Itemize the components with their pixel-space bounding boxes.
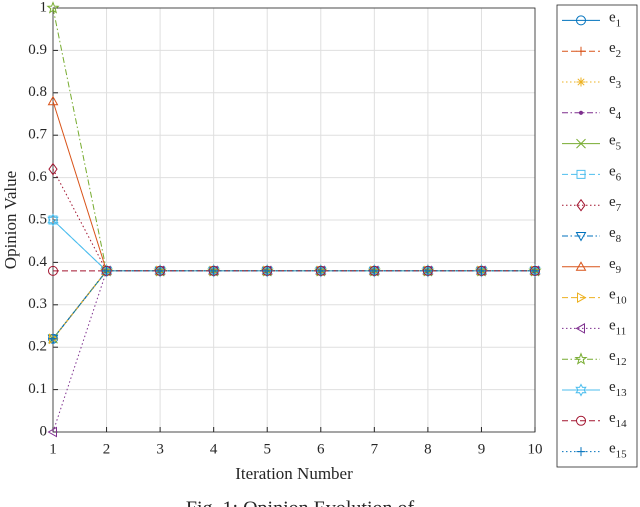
legend-label: e11 xyxy=(609,318,626,337)
marker xyxy=(48,162,58,176)
marker xyxy=(576,447,586,457)
x-tick-label: 9 xyxy=(478,441,486,457)
marker xyxy=(423,266,433,276)
legend-label: e13 xyxy=(609,379,627,398)
y-tick-label: 0.2 xyxy=(28,339,47,355)
x-tick-label: 6 xyxy=(317,441,325,457)
y-tick-label: 0.6 xyxy=(28,169,47,185)
marker xyxy=(575,383,587,397)
marker xyxy=(529,264,541,278)
marker xyxy=(575,232,587,242)
series-line xyxy=(52,7,535,272)
legend-label: e3 xyxy=(609,71,622,90)
legend-label: e8 xyxy=(609,225,622,244)
marker xyxy=(47,426,57,438)
legend-label: e1 xyxy=(609,10,621,29)
marker xyxy=(48,265,58,276)
x-tick-label: 5 xyxy=(263,441,271,457)
legend-label: e10 xyxy=(609,287,627,306)
series-line xyxy=(52,270,535,433)
y-tick-label: 0.7 xyxy=(28,127,47,143)
y-tick-label: 0 xyxy=(40,423,48,439)
marker xyxy=(576,169,586,179)
x-tick-label: 1 xyxy=(49,441,57,457)
legend-label: e7 xyxy=(609,195,622,214)
legend-label: e15 xyxy=(609,441,627,460)
legend-label: e14 xyxy=(609,410,627,429)
series-line xyxy=(52,101,535,272)
marker xyxy=(368,264,381,278)
marker xyxy=(47,95,59,106)
y-tick-label: 0.9 xyxy=(28,42,47,58)
marker xyxy=(154,264,166,278)
marker xyxy=(261,264,273,278)
marker xyxy=(576,415,586,426)
x-tick-label: 10 xyxy=(528,441,543,457)
marker xyxy=(575,261,587,271)
x-tick-label: 2 xyxy=(103,441,111,457)
marker xyxy=(207,264,220,278)
y-tick-label: 0.1 xyxy=(28,381,47,397)
y-tick-label: 0.4 xyxy=(28,254,47,270)
series-line xyxy=(52,219,535,272)
marker xyxy=(315,264,327,278)
marker xyxy=(575,323,585,334)
y-axis-label: Opinion Value xyxy=(1,171,20,269)
marker xyxy=(578,110,584,115)
caption: Fig. 1: Opinion Evolution of xyxy=(186,498,415,507)
marker xyxy=(102,266,112,276)
legend-label: e4 xyxy=(609,102,622,121)
legend-label: e12 xyxy=(609,349,627,368)
y-tick-label: 0.5 xyxy=(28,211,47,227)
marker xyxy=(576,138,586,149)
marker xyxy=(476,266,486,276)
x-tick-label: 7 xyxy=(371,441,379,457)
x-tick-label: 8 xyxy=(424,441,432,457)
series-line xyxy=(52,219,535,272)
marker xyxy=(47,213,59,227)
marker xyxy=(576,46,586,56)
x-tick-label: 4 xyxy=(210,441,218,457)
x-axis-label: Iteration Number xyxy=(235,464,353,483)
marker xyxy=(576,15,586,26)
legend-label: e5 xyxy=(609,133,622,152)
marker xyxy=(316,266,326,276)
marker xyxy=(369,266,379,276)
marker xyxy=(46,1,60,14)
y-tick-label: 1 xyxy=(40,0,48,15)
y-tick-label: 0.3 xyxy=(28,296,47,312)
marker xyxy=(422,264,434,278)
marker xyxy=(576,77,586,87)
marker xyxy=(576,198,586,212)
legend-label: e2 xyxy=(609,41,621,60)
marker xyxy=(100,264,113,278)
marker xyxy=(262,266,272,276)
series-line xyxy=(52,270,535,340)
legend-label: e6 xyxy=(609,164,622,183)
y-tick-label: 0.8 xyxy=(28,84,47,100)
marker xyxy=(574,352,588,365)
marker xyxy=(577,292,587,303)
marker xyxy=(209,266,219,276)
marker xyxy=(475,264,488,278)
marker xyxy=(155,266,165,276)
marker xyxy=(48,334,58,344)
legend-label: e9 xyxy=(609,256,622,275)
x-tick-label: 3 xyxy=(156,441,164,457)
marker xyxy=(530,266,540,276)
